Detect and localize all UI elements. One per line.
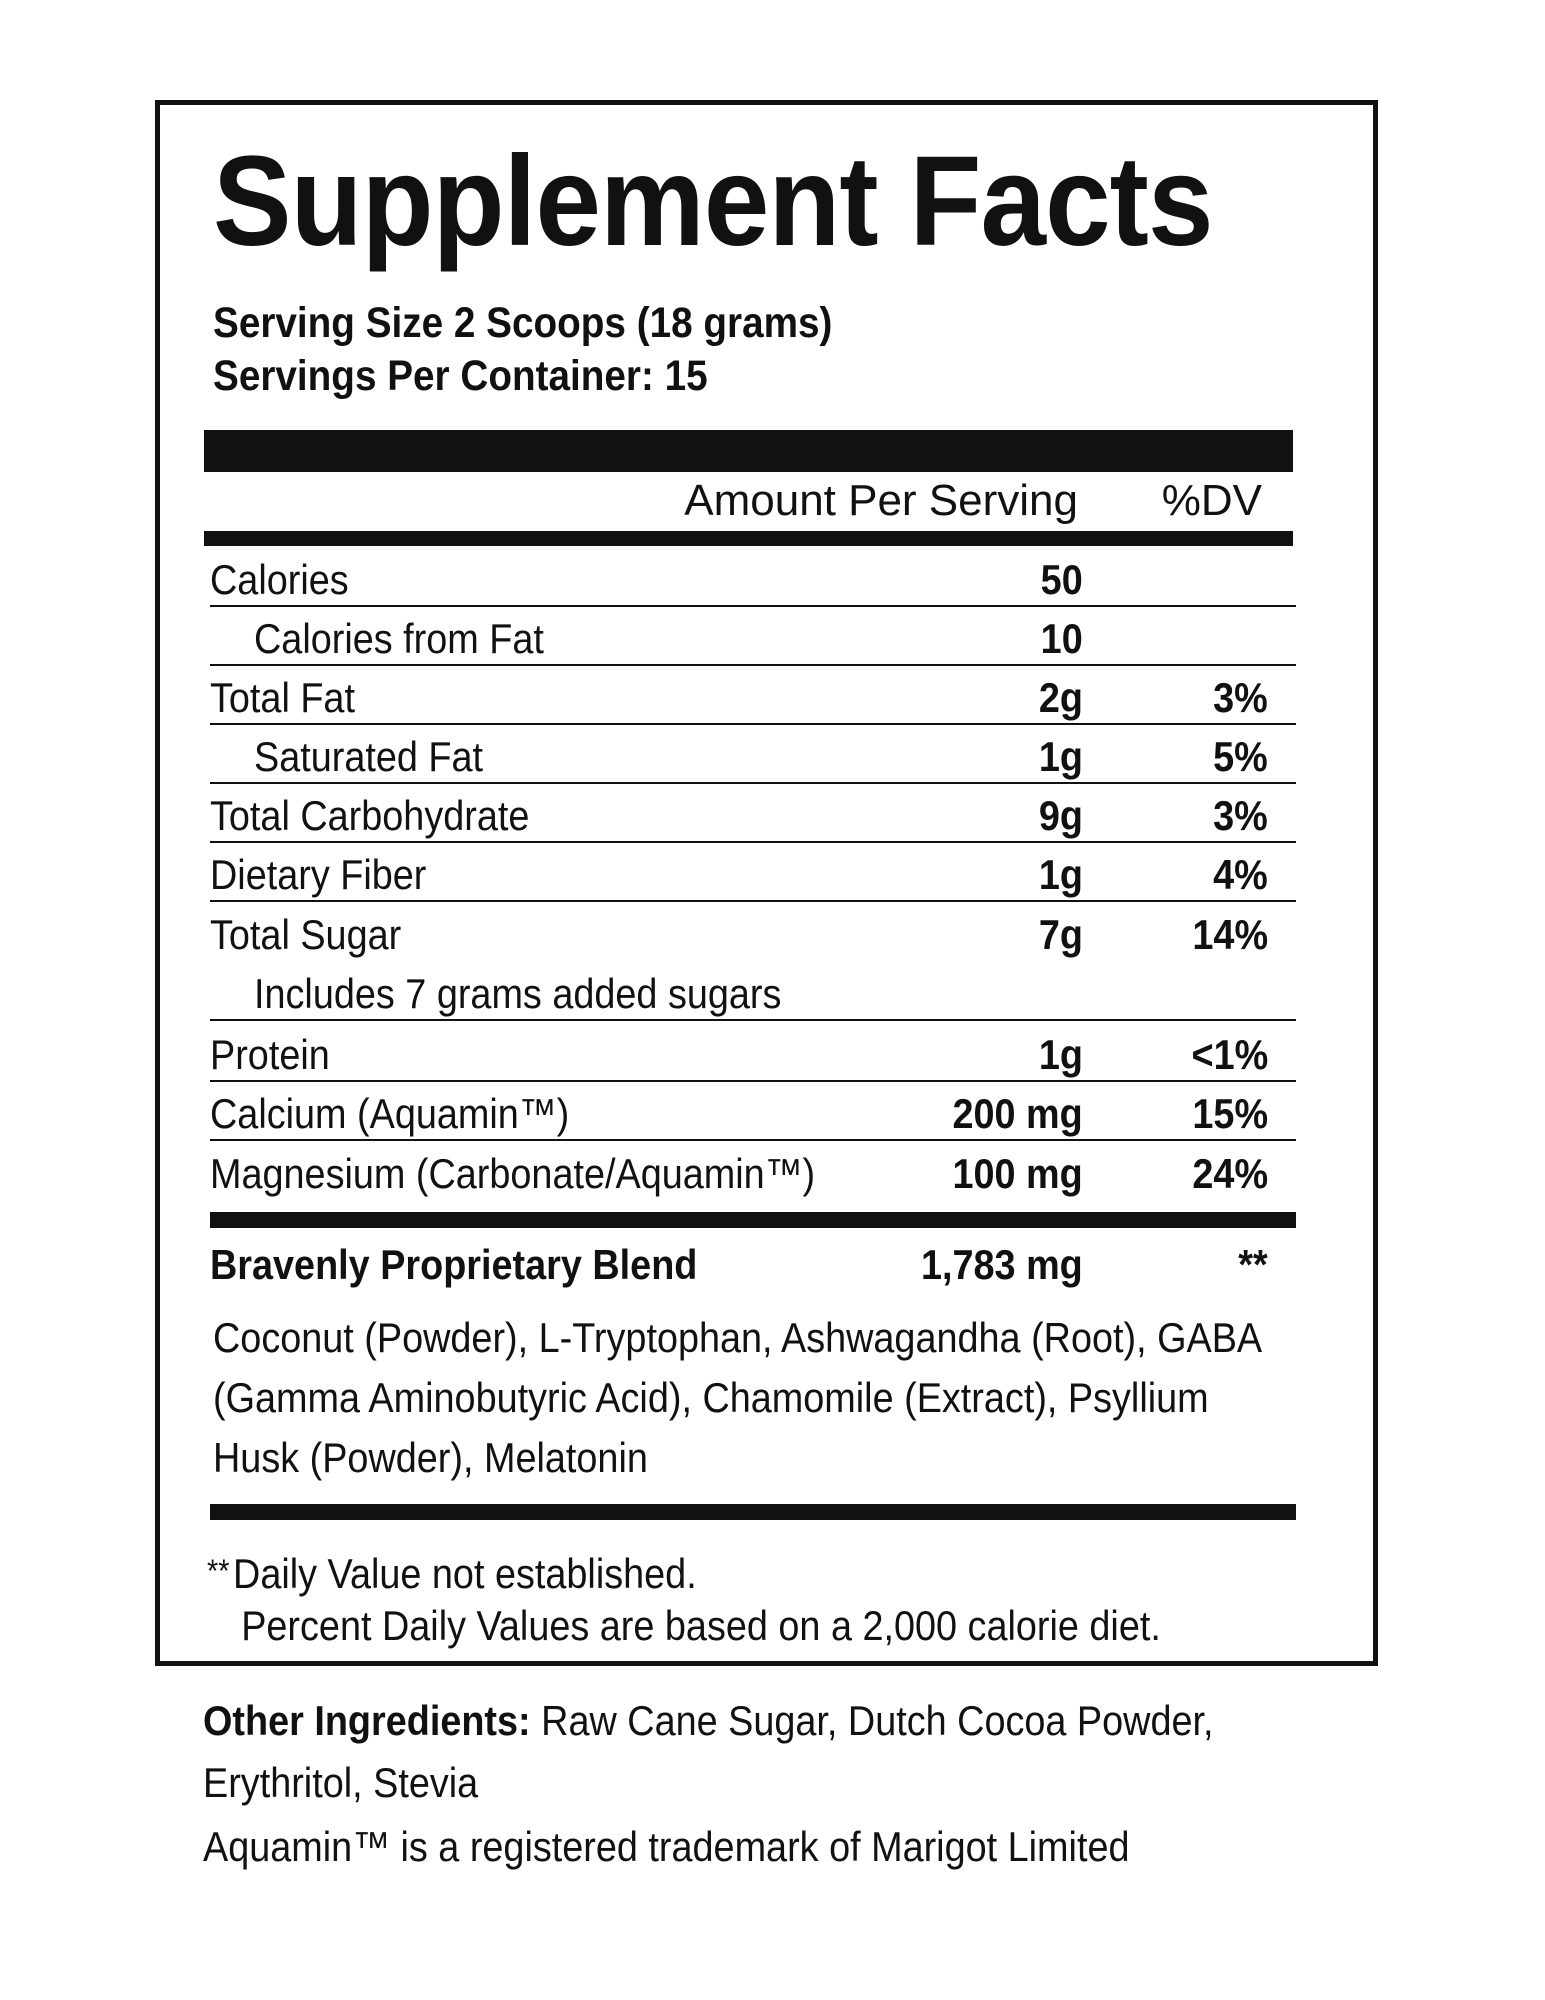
nutrient-row-calories-from-fat: Calories from Fat 10 <box>210 607 1296 666</box>
nutrient-dv: 24% <box>1192 1150 1268 1197</box>
nutrient-dv: 3% <box>1213 674 1268 721</box>
nutrient-amount: 9g <box>1038 792 1083 839</box>
blend-ingredients: Coconut (Powder), L-Tryptophan, Ashwagan… <box>213 1314 1261 1481</box>
footnote-line-1: Daily Value not established. <box>233 1550 697 1597</box>
other-ingredients-label: Other Ingredients: <box>203 1697 531 1744</box>
nutrient-label: Total Sugar <box>210 911 402 958</box>
nutrient-row-calories: Calories 50 <box>210 548 1296 607</box>
nutrient-dv: 4% <box>1213 851 1268 898</box>
nutrient-label: Saturated Fat <box>254 733 484 780</box>
nutrient-label: Dietary Fiber <box>210 851 427 898</box>
servings-per-container: Servings Per Container: 15 <box>213 352 708 400</box>
nutrient-row-calcium: Calcium (Aquamin™) 200 mg 15% <box>210 1082 1296 1141</box>
nutrient-label: Includes 7 grams added sugars <box>254 970 782 1017</box>
nutrient-row-added-sugars: Includes 7 grams added sugars <box>210 962 1296 1021</box>
nutrient-dv: 15% <box>1192 1090 1268 1137</box>
nutrient-amount: 1g <box>1038 851 1083 898</box>
nutrient-label: Total Carbohydrate <box>210 792 530 839</box>
nutrient-row-total-sugar: Total Sugar 7g 14% <box>210 903 1296 960</box>
nutrient-amount: 200 mg <box>952 1090 1083 1137</box>
other-ingredients: Other Ingredients: Raw Cane Sugar, Dutch… <box>203 1690 1265 1814</box>
nutrient-label: Total Fat <box>210 674 355 721</box>
nutrient-amount: 10 <box>1040 615 1083 662</box>
footnote-line-2: Percent Daily Values are based on a 2,00… <box>241 1602 1161 1649</box>
nutrient-row-total-fat: Total Fat 2g 3% <box>210 666 1296 725</box>
nutrient-amount: 2g <box>1038 674 1083 721</box>
nutrient-row-total-carbohydrate: Total Carbohydrate 9g 3% <box>210 784 1296 843</box>
nutrient-label: Protein <box>210 1031 330 1078</box>
nutrient-label: Calories from Fat <box>254 615 544 662</box>
nutrient-amount: 1g <box>1038 1031 1083 1078</box>
nutrient-dv: 5% <box>1213 733 1268 780</box>
nutrient-label: Magnesium (Carbonate/Aquamin™) <box>210 1150 816 1197</box>
nutrient-dv: 3% <box>1213 792 1268 839</box>
supplement-facts-panel <box>155 100 1378 1666</box>
nutrient-dv: <1% <box>1191 1031 1268 1078</box>
blend-divider <box>210 1212 1296 1228</box>
nutrient-amount: 7g <box>1038 911 1083 958</box>
nutrient-row-magnesium: Magnesium (Carbonate/Aquamin™) 100 mg 24… <box>210 1142 1296 1199</box>
footnote-marker: ** <box>207 1553 230 1589</box>
nutrient-dv: 14% <box>1192 911 1268 958</box>
nutrient-row-protein: Protein 1g <1% <box>210 1023 1296 1082</box>
blend-label: Bravenly Proprietary Blend <box>210 1241 698 1288</box>
nutrient-row-dietary-fiber: Dietary Fiber 1g 4% <box>210 843 1296 902</box>
footnote: **Daily Value not established. Percent D… <box>207 1545 1161 1652</box>
serving-size: Serving Size 2 Scoops (18 grams) <box>213 299 833 347</box>
header-amount-per-serving: Amount Per Serving <box>684 476 1078 525</box>
panel-title: Supplement Facts <box>213 130 1213 273</box>
footnote-divider <box>210 1504 1296 1520</box>
top-thick-divider <box>204 430 1293 472</box>
proprietary-blend-row: Bravenly Proprietary Blend 1,783 mg ** <box>210 1234 1296 1290</box>
nutrient-amount: 50 <box>1040 556 1083 603</box>
nutrient-label: Calcium (Aquamin™) <box>210 1090 570 1137</box>
nutrient-amount: 100 mg <box>952 1150 1083 1197</box>
nutrient-row-saturated-fat: Saturated Fat 1g 5% <box>210 725 1296 784</box>
header-daily-value: %DV <box>1161 476 1262 525</box>
nutrient-label: Calories <box>210 556 349 603</box>
blend-dv: ** <box>1238 1241 1268 1288</box>
other-ingredients-text: Raw Cane Sugar, Dutch Cocoa Powder, Eryt… <box>203 1697 1214 1806</box>
trademark-note: Aquamin™ is a registered trademark of Ma… <box>203 1823 1130 1870</box>
header-divider <box>204 531 1293 546</box>
nutrient-amount: 1g <box>1038 733 1083 780</box>
blend-amount: 1,783 mg <box>921 1241 1083 1288</box>
